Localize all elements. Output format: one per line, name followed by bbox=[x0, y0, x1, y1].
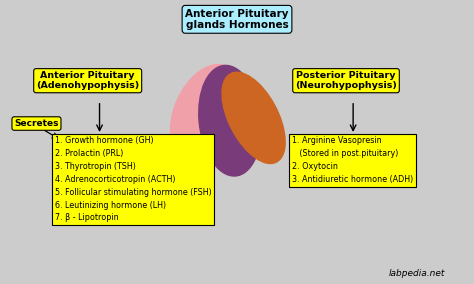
Ellipse shape bbox=[171, 64, 242, 163]
Ellipse shape bbox=[222, 72, 285, 164]
Text: Posterior Pituitary
(Neurohypophysis): Posterior Pituitary (Neurohypophysis) bbox=[295, 71, 397, 90]
Text: 1. Arginine Vasopresin
   (Stored in post.pituitary)
2. Oxytocin
3. Antidiuretic: 1. Arginine Vasopresin (Stored in post.p… bbox=[292, 136, 413, 184]
Text: labpedia.net: labpedia.net bbox=[389, 269, 445, 278]
Text: Anterior Pituitary
glands Hormones: Anterior Pituitary glands Hormones bbox=[185, 9, 289, 30]
Text: Anterior Pituitary
(Adenohypophysis): Anterior Pituitary (Adenohypophysis) bbox=[36, 71, 139, 90]
Ellipse shape bbox=[199, 65, 261, 176]
Text: Secretes: Secretes bbox=[14, 119, 59, 128]
Text: 1. Growth hormone (GH)
2. Prolactin (PRL)
3. Thyrotropin (TSH)
4. Adrenocorticot: 1. Growth hormone (GH) 2. Prolactin (PRL… bbox=[55, 136, 211, 222]
